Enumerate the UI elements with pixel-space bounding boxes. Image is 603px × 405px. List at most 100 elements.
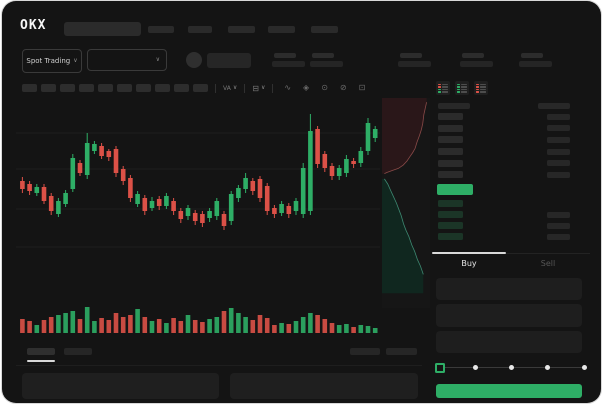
timeframe-button[interactable] (117, 84, 132, 92)
icon-row (476, 88, 486, 90)
toolbar-divider (215, 83, 216, 93)
tab-buy[interactable]: Buy (461, 259, 477, 268)
order-amount-input[interactable] (436, 304, 582, 327)
bottom-tab-placeholder-active[interactable] (27, 348, 55, 355)
hide-drawings-icon[interactable]: ⊘ (339, 83, 347, 92)
book-bids-only-icon[interactable] (455, 81, 469, 95)
indicator-dropdown[interactable]: VA ∨ (223, 85, 237, 92)
size-placeholder (547, 211, 570, 218)
chevron-down-icon: ∨ (232, 84, 238, 91)
ask-row[interactable] (436, 111, 570, 123)
bid-row[interactable] (436, 198, 570, 209)
stat-value-placeholder (310, 61, 343, 67)
timeframe-button[interactable] (41, 84, 56, 92)
slider-stop[interactable] (472, 364, 478, 370)
icon-row (457, 91, 467, 93)
candlestick-chart[interactable] (16, 101, 380, 341)
pair-selector-dropdown[interactable]: ∨ (87, 49, 167, 71)
chart-type-dropdown[interactable]: ⊟ ∨ (252, 84, 265, 93)
ask-row[interactable] (436, 123, 570, 135)
search-bar[interactable] (64, 22, 141, 36)
fullscreen-icon[interactable]: ⊡ (358, 83, 366, 92)
timeframe-button[interactable] (174, 84, 189, 92)
size-placeholder (547, 125, 570, 132)
timeframe-button[interactable] (60, 84, 75, 92)
price-placeholder (438, 222, 463, 229)
timeframe-button[interactable] (79, 84, 94, 92)
stat-value-placeholder (460, 61, 493, 67)
timeframe-button[interactable] (98, 84, 113, 92)
price-placeholder (438, 211, 463, 218)
orderbook-col-header-placeholder (438, 103, 470, 109)
size-placeholder (547, 222, 570, 229)
market-type-dropdown[interactable]: Spot Trading ∨ (22, 49, 82, 73)
tab-sell[interactable]: Sell (540, 259, 556, 268)
price-placeholder (438, 136, 463, 144)
stat-label-placeholder (274, 53, 296, 58)
icon-row (457, 88, 467, 90)
slider-stop[interactable] (581, 364, 587, 370)
timeframe-button[interactable] (155, 84, 170, 92)
submit-buy-button[interactable] (436, 384, 582, 398)
bottom-tab-underline (27, 360, 55, 362)
icon-row (476, 86, 486, 88)
ask-row[interactable] (436, 169, 570, 181)
book-combined-icon[interactable] (436, 81, 450, 95)
nav-item-placeholder[interactable] (311, 26, 338, 33)
ask-row[interactable] (436, 134, 570, 146)
chevron-down-icon: ∨ (260, 84, 266, 91)
stat-label-placeholder (400, 53, 422, 58)
bottom-divider (16, 365, 422, 366)
size-placeholder (547, 233, 570, 240)
bottom-panel-placeholder (230, 373, 418, 399)
orderbook-bids[interactable] (436, 198, 570, 242)
icon-row (438, 86, 448, 88)
indicator-label: VA (223, 84, 231, 92)
price-placeholder (438, 113, 463, 120)
slider-handle[interactable] (435, 363, 445, 373)
book-asks-only-icon[interactable] (474, 81, 488, 95)
nav-item-placeholder[interactable] (268, 26, 295, 33)
bid-row[interactable] (436, 209, 570, 220)
bid-row[interactable] (436, 220, 570, 231)
pair-logo-avatar (186, 52, 202, 68)
line-tools-icon[interactable]: ∿ (284, 83, 292, 92)
nav-item-placeholder[interactable] (188, 26, 212, 33)
bid-row[interactable] (436, 231, 570, 242)
stat-label-placeholder (462, 53, 484, 58)
camera-icon[interactable]: ⊙ (321, 83, 328, 92)
timeframe-button[interactable] (22, 84, 37, 92)
chevron-down-icon: ∨ (155, 56, 160, 63)
icon-row (438, 91, 448, 93)
slider-stop[interactable] (545, 364, 551, 370)
nav-item-placeholder[interactable] (228, 26, 255, 33)
order-price-input[interactable] (436, 278, 582, 300)
bottom-action-placeholder[interactable] (386, 348, 417, 355)
amount-slider[interactable] (435, 363, 587, 373)
price-placeholder (438, 233, 463, 240)
stat-value-placeholder (398, 61, 431, 67)
ask-row[interactable] (436, 158, 570, 170)
slider-stop[interactable] (509, 364, 514, 370)
orderbook-asks[interactable] (436, 111, 570, 181)
timeframe-button[interactable] (136, 84, 151, 92)
order-total-input[interactable] (436, 331, 582, 353)
okx-logo: OKX (20, 18, 47, 33)
chevron-down-icon: ∨ (73, 57, 78, 64)
active-tab-indicator (432, 252, 506, 254)
depth-chart[interactable] (382, 98, 430, 308)
bottom-tab-placeholder[interactable] (64, 348, 92, 355)
last-price-badge[interactable] (437, 184, 473, 195)
bottom-action-placeholder[interactable] (350, 348, 380, 355)
orderbook-col-header-placeholder (538, 103, 570, 109)
toolbar-divider (244, 83, 246, 93)
ask-row[interactable] (436, 146, 570, 158)
timeframe-button[interactable] (193, 84, 208, 92)
nav-item-placeholder[interactable] (148, 26, 174, 33)
magnet-icon[interactable]: ◈ (303, 83, 310, 92)
chart-type-icon: ⊟ (252, 83, 259, 93)
price-placeholder (438, 124, 463, 132)
size-placeholder (547, 171, 570, 178)
stat-value-placeholder (519, 61, 552, 67)
pair-name-placeholder (207, 53, 251, 68)
